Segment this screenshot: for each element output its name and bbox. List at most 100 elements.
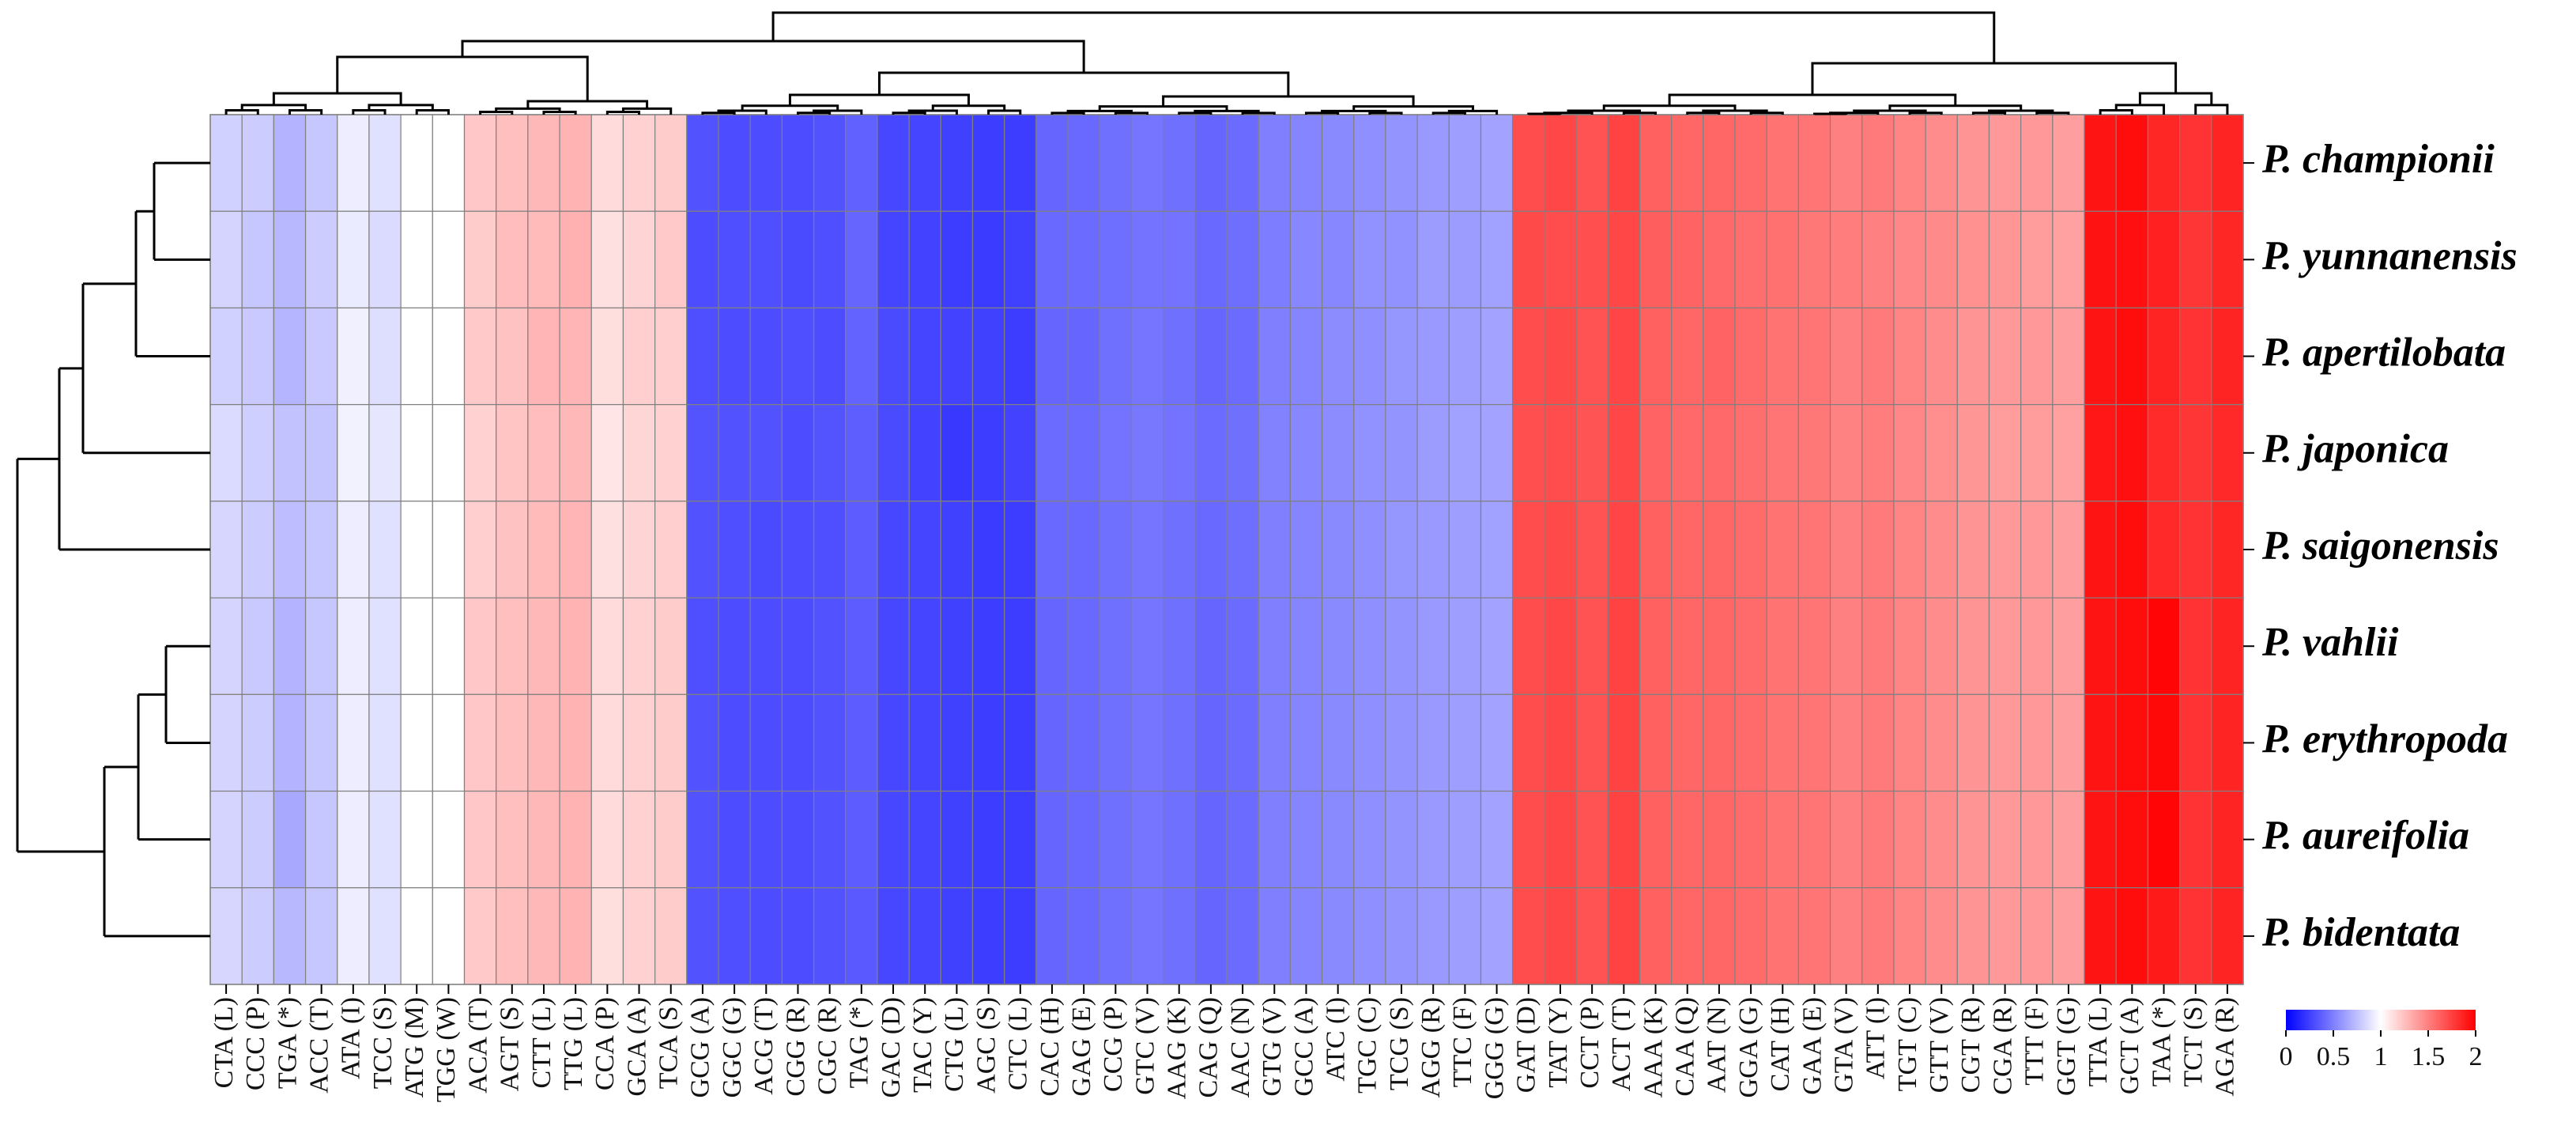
- heatmap-cell: [1480, 307, 1514, 406]
- heatmap-cell: [1385, 693, 1418, 792]
- heatmap-cell: [1416, 404, 1450, 502]
- heatmap-cell: [1639, 210, 1673, 309]
- heatmap-cell: [2052, 501, 2085, 599]
- colorbar-legend: 0 0.5 1 1.5 2: [2280, 1010, 2483, 1071]
- column-label: TGG (W): [432, 997, 461, 1102]
- row-label: P. apertilobata: [2261, 330, 2506, 375]
- heatmap-cell: [241, 210, 274, 309]
- column-label: TTA (L): [2084, 997, 2113, 1086]
- heatmap-cell: [877, 597, 910, 695]
- heatmap-cell: [2084, 597, 2117, 695]
- column-dendrogram-branch: [352, 109, 387, 115]
- heatmap-cell: [908, 501, 941, 599]
- column-label: GGA (G): [1734, 997, 1763, 1097]
- heatmap-cell: [749, 693, 783, 792]
- column-label: ATG (M): [400, 997, 429, 1097]
- heatmap-cell: [559, 114, 592, 212]
- heatmap-cell: [1480, 210, 1514, 309]
- heatmap-cell: [1004, 404, 1037, 502]
- heatmap-cell: [1956, 210, 1990, 309]
- column-label: TCG (S): [1385, 997, 1414, 1090]
- column-label: CCT (P): [1575, 997, 1605, 1089]
- heatmap-cell: [781, 501, 815, 599]
- heatmap-cell: [527, 404, 560, 502]
- heatmap-cell: [1861, 887, 1895, 985]
- heatmap-cell: [1607, 210, 1641, 309]
- heatmap-cell: [2052, 790, 2085, 889]
- heatmap-cell: [527, 210, 560, 309]
- heatmap-cell: [1766, 597, 1799, 695]
- heatmap-cell: [686, 693, 719, 792]
- heatmap-cell: [622, 693, 656, 792]
- heatmap-cell: [1893, 210, 1926, 309]
- heatmap-cell: [718, 597, 751, 695]
- heatmap-cell: [527, 790, 560, 889]
- heatmap-cell: [1734, 210, 1767, 309]
- heatmap-cell: [1925, 114, 1958, 212]
- column-label: GGC (G): [718, 997, 747, 1097]
- heatmap-cell: [686, 210, 719, 309]
- heatmap-cell: [1575, 210, 1609, 309]
- heatmap-cell: [304, 597, 338, 695]
- column-dendrogram-branch: [272, 92, 402, 105]
- heatmap-cell: [1099, 307, 1133, 406]
- heatmap-cell: [337, 404, 370, 502]
- heatmap-cell: [463, 307, 497, 406]
- heatmap-cell: [1893, 597, 1926, 695]
- heatmap-cell: [1289, 693, 1323, 792]
- heatmap-cell: [1797, 307, 1831, 406]
- heatmap-cell: [2020, 404, 2054, 502]
- column-label: CGC (R): [813, 997, 842, 1095]
- column-label: TAG (*): [845, 997, 874, 1088]
- heatmap-cell: [1544, 790, 1577, 889]
- heatmap-cell: [1163, 307, 1196, 406]
- heatmap-cell: [813, 307, 847, 406]
- column-label: TGT (C): [1893, 997, 1922, 1091]
- colorbar-tick-label: 2: [2469, 1042, 2483, 1071]
- heatmap-cell: [496, 404, 529, 502]
- heatmap-cell: [1321, 501, 1355, 599]
- column-label: CCC (P): [241, 997, 270, 1090]
- heatmap-cell: [463, 114, 497, 212]
- column-label: ATC (I): [1321, 997, 1350, 1082]
- heatmap-cell: [1416, 693, 1450, 792]
- heatmap-cell: [1607, 693, 1641, 792]
- heatmap-cell: [1448, 501, 1482, 599]
- heatmap-cell: [1067, 693, 1100, 792]
- column-dendrogram: [224, 11, 2229, 115]
- column-label: TAA (*): [2147, 997, 2176, 1086]
- heatmap-cell: [304, 404, 338, 502]
- heatmap-cell: [368, 887, 402, 985]
- heatmap-cell: [1512, 597, 1545, 695]
- heatmap-cell: [1861, 210, 1895, 309]
- heatmap-cell: [1480, 404, 1514, 502]
- heatmap-cell: [2147, 597, 2181, 695]
- heatmap-cell: [1861, 307, 1895, 406]
- heatmap-cell: [209, 307, 243, 406]
- heatmap-cell: [1734, 790, 1767, 889]
- heatmap-cell: [1575, 114, 1609, 212]
- heatmap-cell: [241, 887, 274, 985]
- heatmap-cell: [1861, 501, 1895, 599]
- heatmap-cell: [1226, 210, 1259, 309]
- heatmap-cell: [1035, 501, 1069, 599]
- heatmap-cell: [590, 210, 624, 309]
- heatmap-cell: [654, 790, 688, 889]
- heatmap-cell: [1607, 501, 1641, 599]
- heatmap-cell: [337, 307, 370, 406]
- heatmap-cell: [1258, 501, 1291, 599]
- heatmap-cell: [845, 693, 878, 792]
- heatmap-cell: [908, 597, 941, 695]
- heatmap-cell: [2052, 597, 2085, 695]
- heatmap-cell: [1163, 404, 1196, 502]
- column-label: GCA (A): [622, 997, 651, 1097]
- heatmap-cell: [559, 790, 592, 889]
- heatmap-cell: [845, 210, 878, 309]
- heatmap-cell: [718, 693, 751, 792]
- heatmap-cell: [432, 693, 466, 792]
- heatmap-cell: [1035, 597, 1069, 695]
- heatmap-cell: [209, 693, 243, 792]
- heatmap-cell: [1258, 597, 1291, 695]
- heatmap-cell: [1163, 597, 1196, 695]
- heatmap-cell: [1671, 404, 1704, 502]
